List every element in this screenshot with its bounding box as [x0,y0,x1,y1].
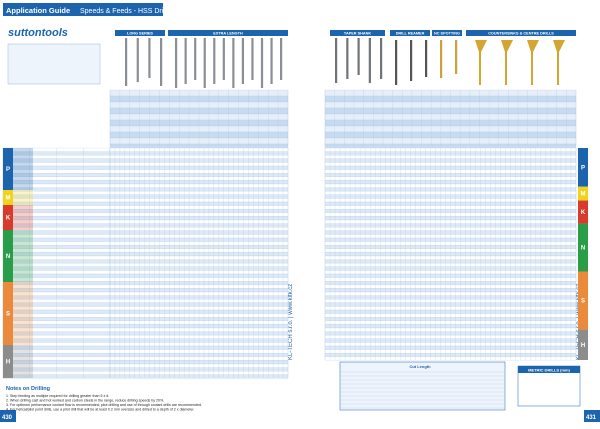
drill-image [203,38,206,88]
iso-band-fill [13,205,33,230]
column-header [390,30,430,36]
drill-image [380,38,383,79]
iso-band [3,148,13,190]
drill-image [270,38,273,84]
material-legend [7,43,101,85]
column-header-label: TAPER SHANK [344,32,371,36]
iso-letter: P [581,165,585,171]
drill-image [425,40,428,77]
drill-image [213,38,216,84]
iso-band [3,190,13,205]
drill-image [280,38,283,80]
drill-image [184,38,187,84]
iso-band [578,329,588,360]
iso-band-fill [13,190,33,205]
column-header-label: DRILL REAMER [396,32,425,36]
page-number: 431 [586,415,597,421]
iso-letter: P [6,167,10,173]
iso-band [3,345,13,378]
countersink-image [501,40,513,85]
column-header [466,30,576,36]
iso-letter: K [581,210,586,216]
countersink-image [475,40,487,85]
header-title: Application Guide [6,6,70,15]
column-header [168,30,288,36]
drill-image [357,38,360,75]
drill-image [222,38,225,80]
drill-image [194,38,197,80]
column-header-label: EXTRA LENGTH [213,32,243,36]
column-header [115,30,165,36]
iso-letter: H [6,360,10,366]
note-item: 1. Step feeding as multiple required for… [6,394,109,398]
page-tab [584,410,600,422]
header-bar [3,3,163,16]
drill-image [241,38,245,84]
page-number: 430 [2,415,13,421]
column-header [432,30,462,36]
column-header-label: LONG SERIES [127,32,153,36]
drill-image [410,40,413,81]
note-item: 3. For optimum performance coolant flow … [6,403,202,407]
countersink-image [553,40,565,85]
iso-letter: H [581,343,585,349]
table-title: Cut Length [409,364,431,369]
drill-image [260,38,264,88]
drill-image [346,38,349,79]
column-header [330,30,385,36]
countersink-image [527,40,539,85]
iso-band [3,205,13,230]
cut-length-table [339,361,506,411]
iso-band-fill [13,345,33,378]
iso-band-fill [13,148,33,190]
drill-image [125,38,128,86]
table-title: METRIC DRILLS (mm) [528,368,570,373]
iso-letter: N [581,246,585,252]
iso-band [3,230,13,282]
iso-band [578,186,588,201]
drill-image [368,38,371,83]
iso-letter: S [581,299,585,305]
iso-letter: M [6,196,11,202]
drill-image [175,38,178,88]
side-text: KL-TECH s.r.o. | www.kltk.cz [288,284,294,360]
iso-letter: S [6,312,10,318]
iso-letter: K [6,216,11,222]
drill-image [136,38,139,82]
iso-band [578,200,588,224]
drill-image [232,38,235,88]
header-subtitle: Speeds & Feeds - HSS Drills [80,8,170,15]
drill-image [160,38,163,86]
drill-image [440,40,443,78]
iso-letter: N [6,254,10,260]
iso-band [3,282,13,345]
iso-band [578,223,588,272]
iso-band-fill [13,230,33,282]
notes-title: Notes on Drilling [6,386,50,392]
note-item: 4. For helical/pilot point drills, use a… [6,408,194,412]
drill-image [455,40,458,74]
note-item: 2. When drilling cast and hot worked and… [6,399,164,403]
column-header-label: NC SPOTTING [434,32,460,36]
drill-image [251,38,254,80]
page-tab [0,410,16,422]
iso-letter: M [581,192,586,198]
logo: suttontools [8,27,68,39]
iso-band-fill [13,282,33,345]
iso-band [578,148,588,187]
drill-image [395,40,398,85]
column-header-label: COUNTERSINKS & CENTRE DRILLS [488,32,554,36]
drill-image [335,38,338,83]
metric-box-header [518,366,580,373]
iso-band [578,271,588,330]
drill-image [148,38,151,78]
